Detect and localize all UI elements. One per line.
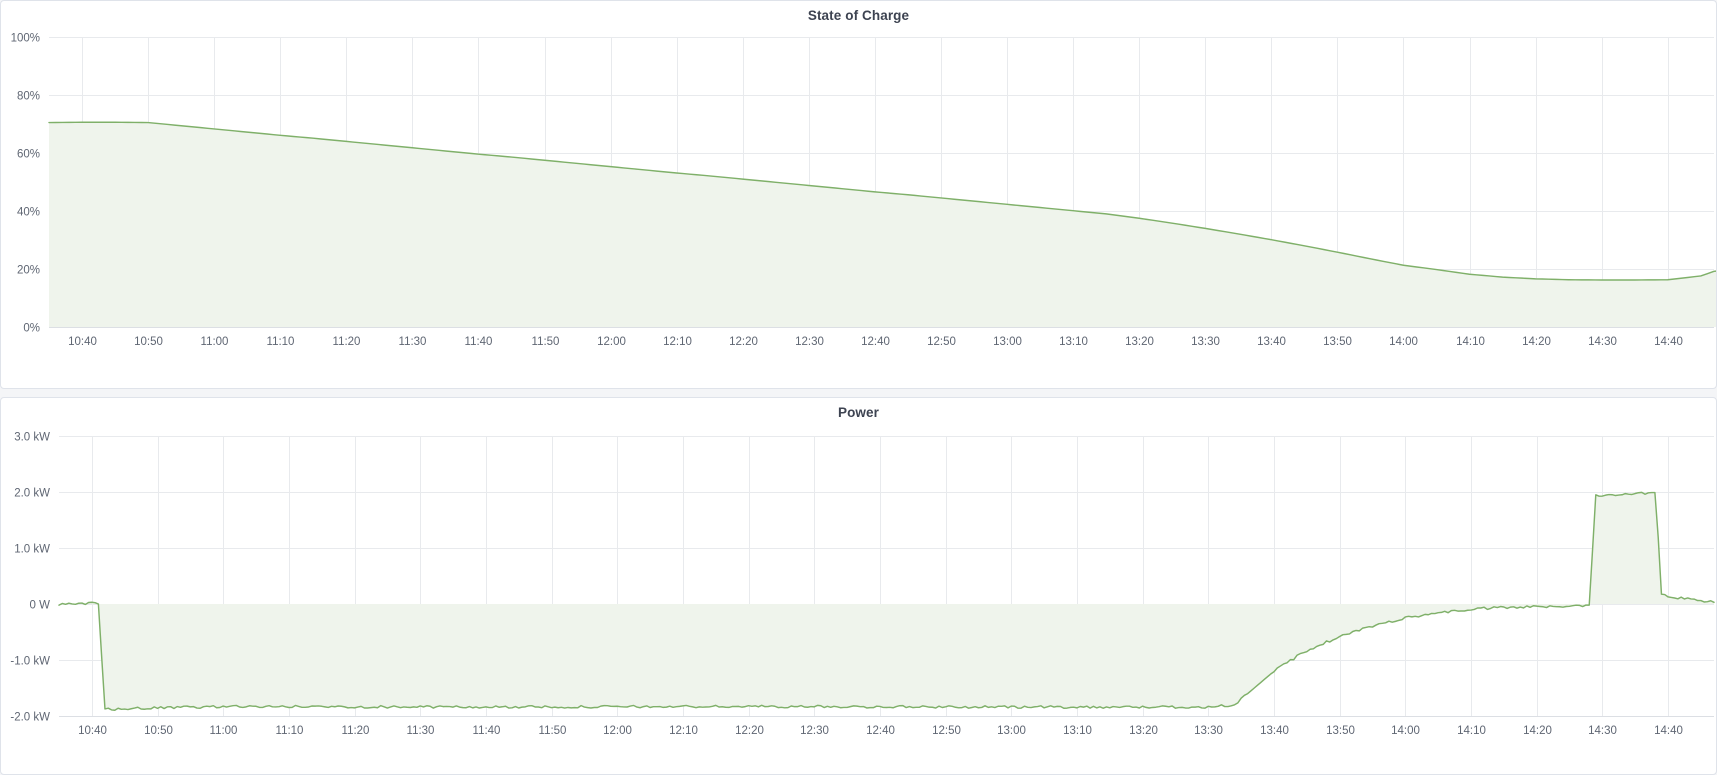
x-tick-label: 12:50 <box>932 725 961 737</box>
x-tick-label: 11:40 <box>465 336 493 348</box>
x-tick-label: 13:10 <box>1059 336 1088 348</box>
y-tick-label: -2.0 kW <box>10 712 50 724</box>
x-tick-label: 13:20 <box>1129 725 1158 737</box>
x-tick-label: 11:00 <box>210 725 238 737</box>
x-tick-label: 12:50 <box>927 336 956 348</box>
x-tick-label: 11:00 <box>201 336 229 348</box>
x-tick-label: 14:30 <box>1588 725 1617 737</box>
y-tick-label: 0% <box>23 323 40 335</box>
x-tick-label: 11:10 <box>276 725 304 737</box>
x-tick-label: 14:20 <box>1522 336 1551 348</box>
x-tick-label: 13:00 <box>993 336 1022 348</box>
panel-power[interactable]: Power -2.0 kW -1.0 kW 0 W 1.0 kW 2.0 kW 3.0 k… <box>0 397 1717 775</box>
x-tick-label: 12:10 <box>663 336 692 348</box>
x-tick-label: 12:30 <box>800 725 829 737</box>
y-tick-label: 20% <box>17 265 40 277</box>
x-tick-label: 11:10 <box>267 336 295 348</box>
x-tick-label: 13:30 <box>1191 336 1220 348</box>
y-tick-label: 60% <box>17 149 40 161</box>
x-tick-label: 11:30 <box>407 725 435 737</box>
x-tick-label: 10:40 <box>78 725 107 737</box>
x-tick-label: 12:40 <box>866 725 895 737</box>
x-tick-label: 13:40 <box>1260 725 1289 737</box>
x-tick-label: 10:40 <box>68 336 97 348</box>
panel-title-power: Power <box>837 405 879 420</box>
x-tick-label: 14:40 <box>1654 336 1683 348</box>
series-area-fill <box>49 122 1716 327</box>
x-tick-label: 13:30 <box>1194 725 1223 737</box>
y-tick-label: 0 W <box>30 600 51 612</box>
x-tick-label: 13:50 <box>1326 725 1355 737</box>
y-tick-label: 40% <box>17 207 40 219</box>
y-tick-label: 2.0 kW <box>14 488 50 500</box>
x-tick-label: 13:40 <box>1257 336 1286 348</box>
x-tick-label: 12:20 <box>729 336 758 348</box>
x-tick-label: 11:40 <box>473 725 501 737</box>
x-tick-label: 14:10 <box>1457 725 1486 737</box>
series-line-path[interactable] <box>48 121 1716 281</box>
x-tick-label: 14:00 <box>1389 336 1418 348</box>
y-tick-label: 1.0 kW <box>14 544 50 556</box>
x-tick-label: 12:20 <box>735 725 764 737</box>
panel-state-of-charge[interactable]: State of Charge 0% 20% 40% 60% 80% 100% 10:40 1… <box>0 0 1717 389</box>
x-tick-label: 13:20 <box>1125 336 1154 348</box>
y-tick-label: 80% <box>17 91 40 103</box>
power-svg: -2.0 kW -1.0 kW 0 W 1.0 kW 2.0 kW 3.0 kW 10:40… <box>10 432 1715 737</box>
x-tick-label: 13:10 <box>1063 725 1092 737</box>
x-tick-label: 14:10 <box>1456 336 1485 348</box>
x-tick-label: 12:00 <box>603 725 632 737</box>
x-tick-label: 14:40 <box>1654 725 1683 737</box>
x-tick-label: 11:50 <box>532 336 560 348</box>
chart-state-of-charge[interactable]: 0% 20% 40% 60% 80% 100% 10:40 10:50 11:00 11:10 11… <box>1 27 1716 387</box>
x-tick-label: 10:50 <box>144 725 173 737</box>
x-tick-label: 13:50 <box>1323 336 1352 348</box>
x-tick-label: 12:40 <box>861 336 890 348</box>
x-tick-label: 11:20 <box>342 725 370 737</box>
soc-svg: 0% 20% 40% 60% 80% 100% 10:40 10:50 11:00 11:10 11… <box>11 33 1716 348</box>
x-tick-label: 11:50 <box>539 725 567 737</box>
x-tick-label: 14:30 <box>1588 336 1617 348</box>
series-area-fill <box>59 492 1714 711</box>
chart-power[interactable]: -2.0 kW -1.0 kW 0 W 1.0 kW 2.0 kW 3.0 kW 10:40… <box>1 424 1716 774</box>
x-tick-label: 12:10 <box>669 725 698 737</box>
panel-title-state-of-charge: State of Charge <box>807 8 910 23</box>
y-tick-label: 100% <box>11 33 40 45</box>
x-tick-label: 13:00 <box>997 725 1026 737</box>
x-tick-label: 14:20 <box>1523 725 1552 737</box>
x-tick-label: 12:30 <box>795 336 824 348</box>
series-line-path[interactable] <box>58 491 1715 711</box>
x-tick-label: 11:30 <box>399 336 427 348</box>
x-tick-label: 12:00 <box>597 336 626 348</box>
y-tick-label: -1.0 kW <box>10 656 50 668</box>
x-tick-label: 10:50 <box>134 336 163 348</box>
x-tick-label: 11:20 <box>333 336 361 348</box>
y-tick-label: 3.0 kW <box>14 432 50 444</box>
x-tick-label: 14:00 <box>1391 725 1420 737</box>
